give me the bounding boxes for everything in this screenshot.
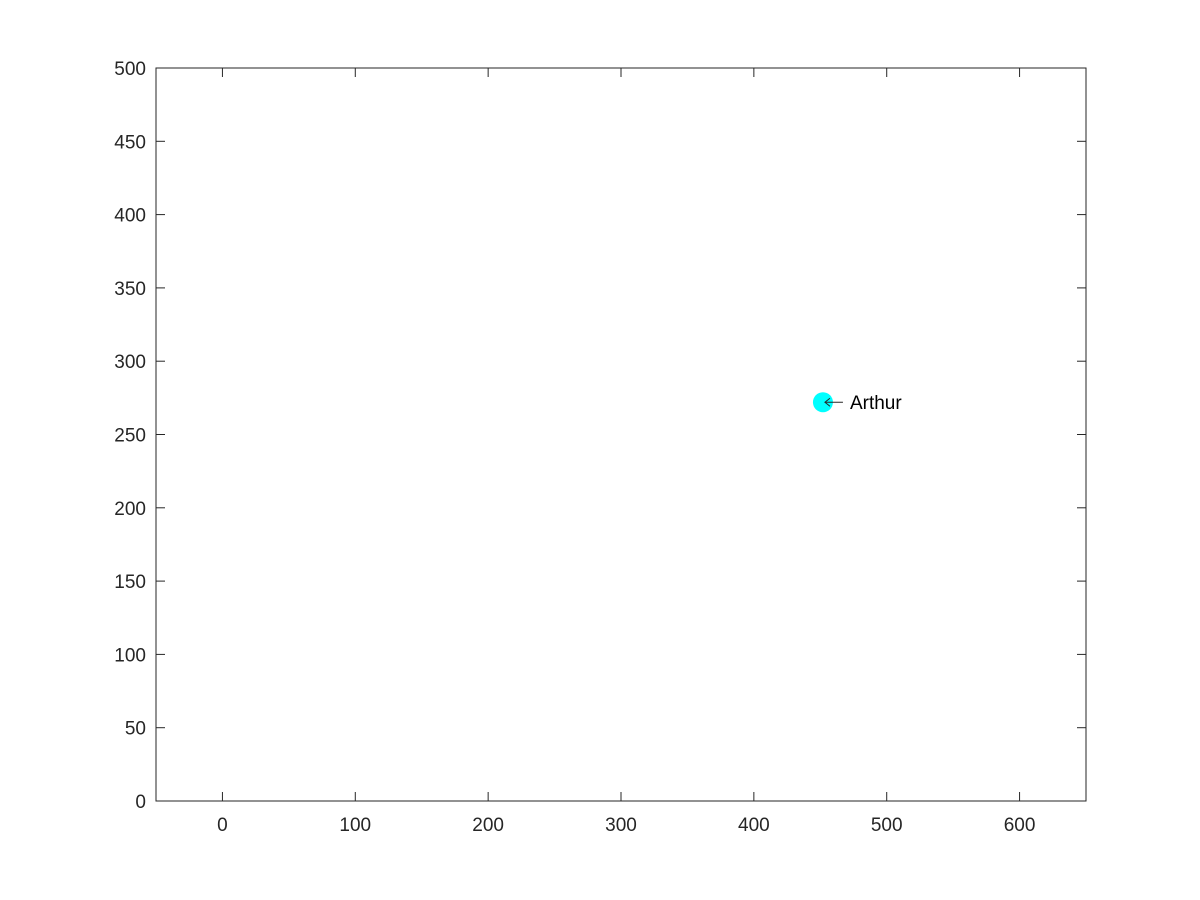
x-tick-label: 300 — [605, 815, 637, 836]
y-tick-label: 350 — [114, 279, 146, 300]
y-tick-label: 50 — [125, 719, 146, 740]
y-tick-label: 150 — [114, 572, 146, 593]
y-tick-label: 300 — [114, 352, 146, 373]
y-tick-label: 250 — [114, 426, 146, 447]
y-tick-label: 500 — [114, 59, 146, 80]
y-tick-label: 100 — [114, 645, 146, 666]
y-tick-label: 200 — [114, 499, 146, 520]
x-tick-label: 100 — [339, 815, 371, 836]
plot-area: 0 100 200 300 400 500 600 0 50 100 150 200 250 300 350… — [114, 59, 1087, 836]
x-tick-label: 400 — [738, 815, 770, 836]
y-tick-label: 400 — [114, 206, 146, 227]
x-tick-label: 0 — [217, 815, 228, 836]
x-tick-label: 200 — [472, 815, 504, 836]
annotation-arrowhead — [824, 397, 831, 407]
data-point — [812, 392, 833, 413]
data-point-label: Arthur — [850, 393, 902, 414]
y-tick-label: 450 — [114, 132, 146, 153]
x-tick-label: 500 — [871, 815, 903, 836]
x-tick-label: 600 — [1004, 815, 1036, 836]
y-tick-label: 0 — [135, 792, 146, 813]
